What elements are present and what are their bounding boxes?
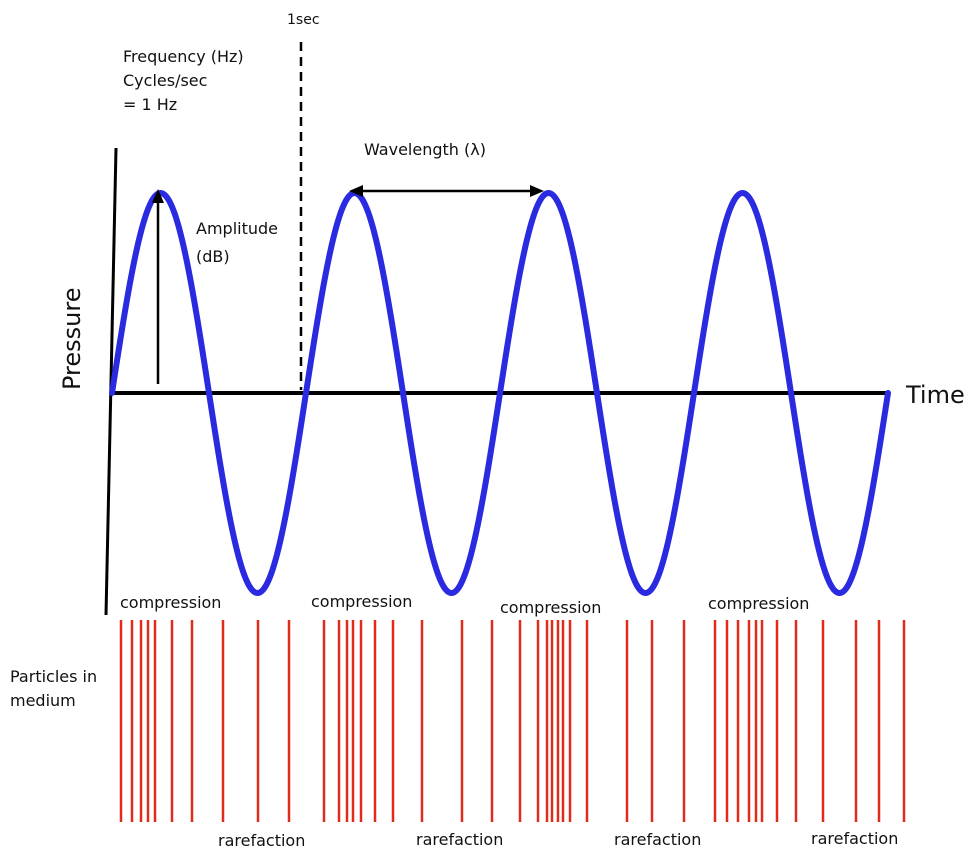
compression-label-1: compression xyxy=(120,593,221,612)
particles-label-line2: medium xyxy=(10,691,76,710)
y-axis-label: Pressure xyxy=(58,288,86,390)
rarefaction-label-4: rarefaction xyxy=(811,829,898,848)
sine-wave xyxy=(109,190,891,596)
rarefaction-label-2: rarefaction xyxy=(416,830,503,849)
frequency-label-line1: Frequency (Hz) xyxy=(123,47,244,66)
frequency-label-line2: Cycles/sec xyxy=(123,71,207,90)
amplitude-label-line2: (dB) xyxy=(196,247,230,266)
x-axis-label: Time xyxy=(905,381,965,409)
rarefaction-label-1: rarefaction xyxy=(218,831,305,850)
amplitude-label-line1: Amplitude xyxy=(196,219,278,238)
compression-label-4: compression xyxy=(708,594,809,613)
amplitude-arrow xyxy=(152,189,164,384)
rarefaction-label-3: rarefaction xyxy=(614,830,701,849)
wavelength-label: Wavelength (λ) xyxy=(364,140,486,159)
compression-label-2: compression xyxy=(311,592,412,611)
one-second-label: 1sec xyxy=(287,12,320,28)
compression-label-3: compression xyxy=(500,598,601,617)
wavelength-arrow xyxy=(349,185,544,197)
particle-lines xyxy=(119,620,906,822)
particles-label-line1: Particles in xyxy=(10,667,97,686)
frequency-label-line3: = 1 Hz xyxy=(123,95,177,114)
